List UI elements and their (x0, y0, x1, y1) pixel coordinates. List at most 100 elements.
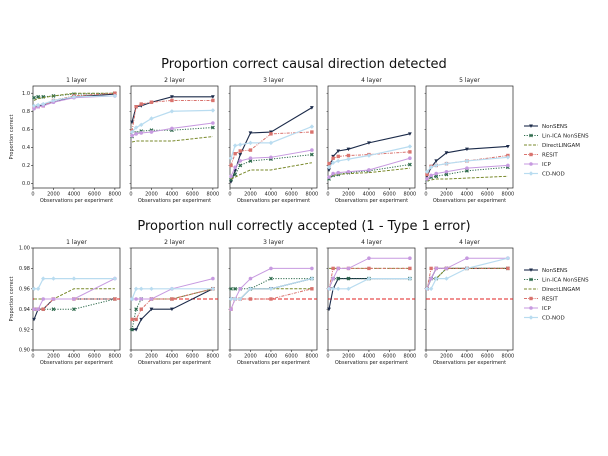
x-tick-label: 6000 (481, 354, 494, 360)
marker-icp (444, 169, 449, 174)
marker-cd-nod (129, 129, 135, 135)
series-icp (229, 148, 314, 179)
marker-cd-nod (346, 286, 351, 291)
x-axis-label: Observations per experiment (138, 198, 211, 204)
legend-label: DirectLINGAM (542, 143, 580, 149)
marker-cd-nod (268, 286, 274, 291)
marker-resit (130, 317, 134, 322)
panel-title: 3 layer (263, 77, 284, 84)
marker-nonsens (139, 317, 144, 322)
series-cd-nod (129, 108, 216, 135)
x-tick-label: 2000 (244, 354, 257, 360)
panel-title: 1 layer (66, 77, 87, 84)
series-icp (425, 163, 510, 181)
marker-cd-nod (238, 296, 243, 302)
marker-cd-nod (407, 144, 413, 149)
panel-title: 1 layer (66, 239, 87, 246)
x-tick-label: 8000 (404, 354, 417, 360)
marker-cd-nod (464, 158, 470, 164)
marker-lin-ica-nonsens (269, 276, 273, 281)
x-tick-label: 6000 (186, 354, 199, 360)
x-axis-label: Observations per experiment (40, 360, 113, 366)
marker-cd-nod (366, 153, 372, 158)
series-icp (327, 156, 412, 179)
x-tick-label: 8000 (306, 192, 319, 198)
marker-resit (310, 130, 314, 134)
marker-cd-nod (528, 171, 534, 176)
legend-item: CD-NOD (524, 171, 565, 178)
panel-title: 3 layer (263, 239, 284, 246)
y-tick-label: 0.6 (22, 127, 30, 133)
legend-item: CD-NOD (524, 315, 565, 322)
x-tick-label: 0 (31, 192, 34, 198)
marker-icp (429, 276, 433, 281)
x-axis-label: Observations per experiment (138, 360, 211, 366)
x-tick-label: 4000 (166, 354, 179, 360)
marker-cd-nod (309, 276, 315, 281)
marker-icp (367, 168, 371, 172)
marker-cd-nod (268, 140, 274, 146)
marker-resit (529, 296, 533, 301)
marker-lin-ica-nonsens (309, 152, 314, 157)
marker-resit (331, 156, 335, 160)
marker-icp (327, 175, 331, 179)
marker-nonsens (407, 132, 412, 136)
legend-label: CD-NOD (542, 172, 565, 178)
marker-cd-nod (228, 156, 234, 161)
marker-lin-ica-nonsens (130, 327, 134, 332)
x-tick-label: 2000 (342, 354, 355, 360)
marker-cd-nod (35, 286, 41, 291)
series-line (328, 267, 410, 289)
series-cd-nod (424, 155, 511, 174)
y-tick-label: 1.0 (22, 91, 30, 97)
marker-icp (336, 170, 341, 175)
marker-cd-nod (528, 315, 534, 320)
marker-icp (211, 276, 215, 281)
x-tick-label: 6000 (285, 354, 298, 360)
series-line (426, 267, 508, 289)
marker-nonsens (134, 328, 139, 332)
series-cd-nod (129, 286, 216, 302)
marker-icp (248, 156, 253, 161)
series-cd-nod (228, 276, 315, 302)
marker-lin-ica-nonsens (248, 158, 253, 163)
legends: NonSENS Lin-ICA NonSENS DirectLINGAM RESIT I… (524, 124, 589, 322)
marker-cd-nod (112, 93, 118, 99)
marker-resit (425, 172, 429, 177)
marker-cd-nod (31, 103, 37, 109)
legend-label: RESIT (542, 153, 558, 159)
panel-frame (229, 85, 318, 189)
legend-item: NonSENS (524, 268, 568, 274)
marker-resit (327, 161, 331, 166)
series-line (426, 267, 508, 289)
marker-cd-nod (434, 276, 439, 281)
legend-1: NonSENS Lin-ICA NonSENS DirectLINGAM RESIT I… (524, 124, 589, 178)
x-tick-label: 8000 (306, 354, 319, 360)
marker-lin-ica-nonsens (336, 276, 341, 281)
x-tick-label: 4000 (461, 354, 474, 360)
marker-icp (32, 106, 36, 111)
marker-icp (238, 287, 243, 291)
marker-icp (529, 162, 533, 166)
legend-item: Lin-ICA NonSENS (524, 278, 589, 284)
x-axis-label: Observations per experiment (433, 360, 506, 366)
series-cd-nod (326, 144, 413, 170)
marker-icp (41, 297, 46, 301)
marker-resit (113, 297, 117, 301)
y-tick-label: 0.2 (22, 163, 30, 169)
series-line (426, 175, 508, 182)
marker-lin-ica-nonsens (210, 125, 215, 130)
legend-label: RESIT (542, 297, 558, 303)
x-tick-label: 6000 (383, 192, 396, 198)
series-line (33, 92, 115, 101)
marker-cd-nod (428, 165, 434, 170)
y-tick-label: 0.90 (19, 348, 30, 354)
x-tick-label: 2000 (244, 192, 257, 198)
marker-resit (41, 307, 45, 311)
marker-resit (211, 98, 215, 103)
marker-lin-ica-nonsens (233, 286, 238, 291)
marker-resit (346, 153, 351, 158)
marker-cd-nod (248, 140, 253, 146)
